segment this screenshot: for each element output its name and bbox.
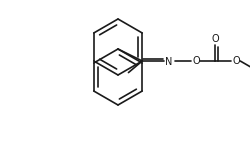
Text: O: O [210,34,218,44]
Text: O: O [192,56,199,66]
Text: N: N [164,57,172,67]
Text: O: O [231,56,239,66]
